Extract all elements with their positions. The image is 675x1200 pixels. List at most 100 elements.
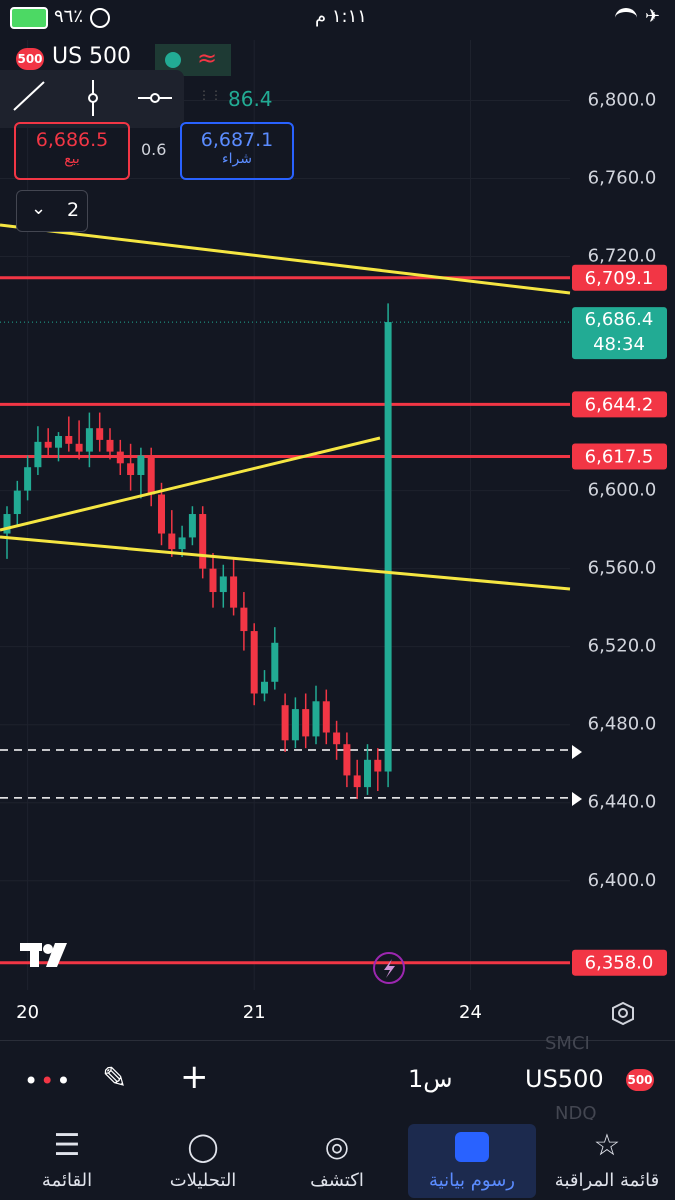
nav-explore[interactable]: ◎ اكتشف — [272, 1120, 402, 1200]
candle-body — [44, 441, 52, 448]
grid — [0, 40, 570, 990]
candle-body — [261, 681, 268, 694]
horizontal-tool — [150, 93, 160, 103]
price-label-box — [572, 443, 667, 470]
ghost-symbol: NDQ — [555, 1103, 597, 1124]
more-button[interactable]: ••• — [24, 1067, 73, 1095]
status-dot — [165, 52, 181, 68]
y-tick-label: 6,800.0 — [588, 89, 657, 110]
x-tick-label: 24 — [459, 1002, 482, 1023]
trend-line[interactable] — [0, 223, 571, 295]
candle-body — [13, 490, 21, 515]
nav-watchlist[interactable]: ☆ قائمة المراقبة — [542, 1120, 672, 1200]
candle-body — [3, 514, 11, 534]
candle-body — [55, 435, 62, 448]
candle-body — [24, 467, 32, 491]
candle-body — [137, 455, 145, 476]
event-icon[interactable] — [373, 952, 405, 984]
candle-body — [116, 451, 124, 464]
x-tick-label: 20 — [16, 1002, 39, 1023]
drag-handle[interactable]: ⋮⋮ — [198, 88, 222, 102]
nav-menu[interactable]: ☰ القائمة — [2, 1120, 132, 1200]
settings-icon[interactable] — [612, 1001, 634, 1026]
spread: 0.6 — [141, 140, 167, 159]
y-tick-label: 6,600.0 — [588, 480, 657, 501]
trend-line[interactable] — [0, 535, 571, 591]
logo — [20, 943, 67, 967]
buy-button[interactable]: 6,687.1 شراء — [180, 122, 294, 180]
candle-body — [374, 759, 382, 772]
nav-label: اكتشف — [310, 1170, 364, 1191]
trend-line[interactable] — [0, 436, 381, 532]
candle-body — [106, 439, 114, 452]
candle-body — [281, 705, 289, 741]
interval[interactable]: 1س — [408, 1065, 453, 1093]
candle-body — [65, 435, 73, 444]
nav-label: التحليلات — [169, 1170, 237, 1191]
price-labels: 6,800.0 6,760.0 6,720.0 6,600.0 6,560.0 6,520… — [16, 89, 667, 1023]
candle-body — [168, 533, 176, 550]
battery-icon — [10, 7, 48, 29]
event-icon — [384, 959, 395, 978]
last-price-box — [572, 307, 667, 360]
candle-body — [271, 642, 279, 682]
trend-tool[interactable] — [13, 81, 45, 111]
candle-body — [219, 576, 227, 593]
indicators-toggle[interactable]: ⌄ 2 — [16, 190, 88, 232]
sell-label: بيع — [64, 151, 80, 167]
candle-body — [199, 514, 207, 569]
toolbar-symbol[interactable]: US500 — [525, 1065, 604, 1093]
lock-icon — [90, 8, 110, 28]
sell-price: 6,686.5 — [35, 129, 109, 151]
candle-body — [34, 441, 42, 468]
candles — [3, 303, 392, 799]
y-tick-label: 6,560.0 — [588, 558, 657, 579]
settings-icon — [618, 1008, 628, 1018]
buy-price: 6,687.1 — [200, 129, 274, 151]
last-price: 6,686.4 — [585, 309, 654, 330]
candle-body — [158, 494, 165, 534]
status-bar: ٩٦٪ ١:١١ م ✈ — [0, 0, 675, 36]
candle-body — [312, 701, 320, 737]
symbol-badge: 500 — [16, 48, 44, 70]
candle-body — [209, 568, 217, 593]
chevron-icon: ⌄ — [31, 198, 47, 219]
x-tick-label: 21 — [243, 1002, 266, 1023]
marker — [572, 745, 582, 759]
y-tick-label: 6,520.0 — [588, 636, 657, 657]
sell-button[interactable]: 6,686.5 بيع — [14, 122, 130, 180]
nav-bar — [0, 1120, 675, 1200]
toolbar-badge: 500 — [626, 1069, 654, 1091]
airplane-icon: ✈ — [645, 6, 661, 27]
candle-body — [364, 759, 371, 788]
y-tick-label: 6,480.0 — [588, 714, 657, 735]
y-tick-label: 6,720.0 — [588, 246, 657, 267]
add-button[interactable]: + — [180, 1057, 209, 1097]
candle-body — [178, 537, 186, 550]
wifi-icon — [615, 8, 637, 28]
candle-body — [343, 744, 351, 776]
nav-chart[interactable]: رسوم بيانية — [407, 1120, 537, 1200]
marker — [572, 792, 582, 806]
candle-body — [302, 709, 310, 737]
symbol-name[interactable]: US 500 — [52, 44, 132, 69]
price-label-box — [572, 391, 667, 418]
candle-body — [322, 701, 330, 733]
nav-ideas[interactable]: ◯ التحليلات — [138, 1120, 268, 1200]
candle-body — [85, 428, 93, 452]
partial-price: 86.4 — [228, 87, 273, 111]
candle-body — [353, 775, 361, 788]
candle-body — [147, 455, 155, 495]
price-label: 6,709.1 — [585, 268, 654, 289]
candle-body — [250, 631, 258, 694]
y-tick-label: 6,440.0 — [588, 792, 657, 813]
drawing-toolbar — [0, 70, 184, 128]
candle-body — [384, 322, 392, 772]
draw-button[interactable]: ✎ — [102, 1061, 128, 1096]
status-icon: ≈ — [197, 44, 218, 72]
buy-label: شراء — [222, 151, 252, 167]
bottom-toolbar: SMCI NDQ ••• ✎ + 1س US500 500 — [0, 1033, 675, 1124]
candle-body — [75, 443, 83, 452]
indicators-count: 2 — [67, 199, 80, 221]
